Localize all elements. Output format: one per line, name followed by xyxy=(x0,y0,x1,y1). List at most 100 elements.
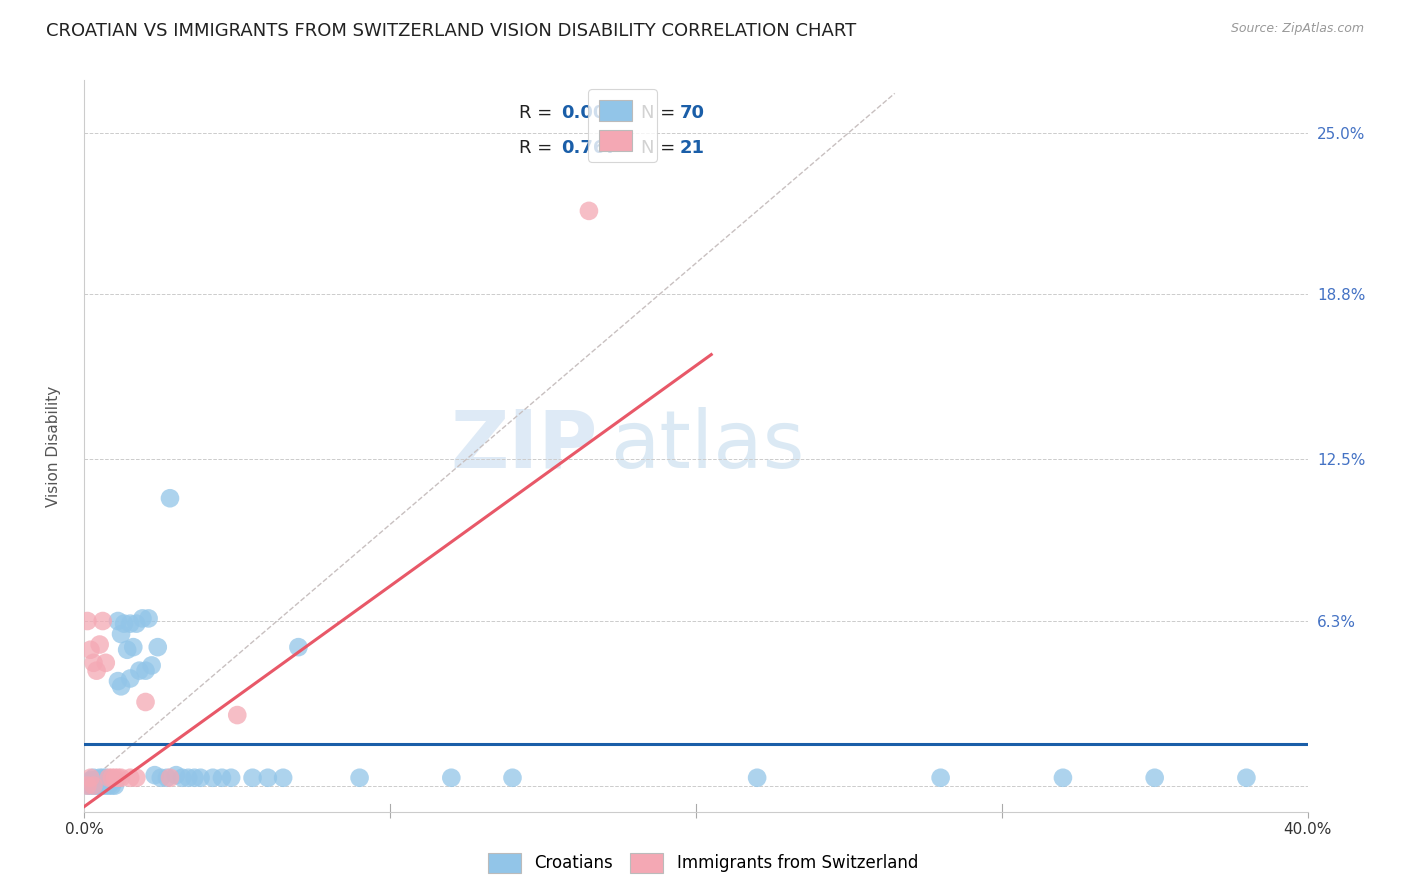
Point xyxy=(131,611,153,625)
Text: Source: ZipAtlas.com: Source: ZipAtlas.com xyxy=(1230,22,1364,36)
Point xyxy=(172,771,194,785)
Point xyxy=(201,771,224,785)
Point xyxy=(101,773,124,788)
Point xyxy=(79,771,101,785)
Point xyxy=(747,771,769,785)
Point xyxy=(94,773,117,788)
Text: N =: N = xyxy=(641,139,681,157)
Point xyxy=(165,768,187,782)
Point xyxy=(115,642,138,657)
Point xyxy=(86,776,108,790)
Point xyxy=(440,771,463,785)
Point xyxy=(110,679,132,693)
Point xyxy=(97,776,120,790)
Point xyxy=(149,771,172,785)
Point xyxy=(112,616,135,631)
Text: 21: 21 xyxy=(681,139,704,157)
Point xyxy=(86,779,108,793)
Point xyxy=(79,779,101,793)
Point xyxy=(578,203,600,218)
Legend: Croatians, Immigrants from Switzerland: Croatians, Immigrants from Switzerland xyxy=(481,847,925,880)
Point xyxy=(76,779,98,793)
Point xyxy=(143,768,166,782)
Point xyxy=(349,771,371,785)
Point xyxy=(120,771,142,785)
Point xyxy=(211,771,233,785)
Point xyxy=(1143,771,1166,785)
Point xyxy=(183,771,205,785)
Point xyxy=(94,779,117,793)
Text: N =: N = xyxy=(641,103,681,121)
Point xyxy=(89,638,111,652)
Point xyxy=(104,773,127,788)
Point xyxy=(107,614,129,628)
Point xyxy=(89,773,111,788)
Point xyxy=(156,771,179,785)
Point xyxy=(89,779,111,793)
Text: R =: R = xyxy=(519,139,558,157)
Point xyxy=(104,779,127,793)
Text: atlas: atlas xyxy=(610,407,804,485)
Text: ZIP: ZIP xyxy=(451,407,598,485)
Point xyxy=(1052,771,1074,785)
Y-axis label: Vision Disability: Vision Disability xyxy=(46,385,60,507)
Point xyxy=(101,779,124,793)
Point xyxy=(177,771,200,785)
Point xyxy=(89,776,111,790)
Point xyxy=(83,779,105,793)
Text: 0.767: 0.767 xyxy=(561,139,619,157)
Point xyxy=(159,491,181,506)
Point xyxy=(104,771,127,785)
Point xyxy=(97,771,120,785)
Point xyxy=(190,771,212,785)
Point xyxy=(242,771,264,785)
Point xyxy=(929,771,952,785)
Point xyxy=(271,771,294,785)
Point xyxy=(226,708,249,723)
Point xyxy=(120,672,142,686)
Point xyxy=(76,776,98,790)
Point xyxy=(219,771,242,785)
Point xyxy=(257,771,280,785)
Point xyxy=(502,771,524,785)
Point xyxy=(79,773,101,788)
Point xyxy=(101,771,124,785)
Point xyxy=(94,776,117,790)
Point xyxy=(110,627,132,641)
Point xyxy=(122,640,145,655)
Point xyxy=(91,771,114,785)
Point xyxy=(76,779,98,793)
Point xyxy=(76,614,98,628)
Point xyxy=(86,664,108,678)
Point xyxy=(125,771,148,785)
Point xyxy=(83,779,105,793)
Point xyxy=(125,616,148,631)
Point xyxy=(138,611,160,625)
Legend: , : , xyxy=(588,89,657,161)
Text: R =: R = xyxy=(519,103,558,121)
Point xyxy=(94,771,117,785)
Point xyxy=(287,640,309,655)
Point xyxy=(91,614,114,628)
Point xyxy=(91,779,114,793)
Point xyxy=(1236,771,1258,785)
Point xyxy=(91,773,114,788)
Point xyxy=(120,616,142,631)
Point xyxy=(97,773,120,788)
Point xyxy=(135,695,157,709)
Point xyxy=(159,771,181,785)
Text: 0.001: 0.001 xyxy=(561,103,619,121)
Point xyxy=(128,664,150,678)
Point xyxy=(107,771,129,785)
Point xyxy=(79,776,101,790)
Text: 70: 70 xyxy=(681,103,704,121)
Point xyxy=(141,658,163,673)
Point xyxy=(83,776,105,790)
Point xyxy=(94,656,117,670)
Text: CROATIAN VS IMMIGRANTS FROM SWITZERLAND VISION DISABILITY CORRELATION CHART: CROATIAN VS IMMIGRANTS FROM SWITZERLAND … xyxy=(46,22,856,40)
Point xyxy=(107,674,129,689)
Point xyxy=(83,773,105,788)
Point xyxy=(110,771,132,785)
Point xyxy=(89,771,111,785)
Point xyxy=(97,779,120,793)
